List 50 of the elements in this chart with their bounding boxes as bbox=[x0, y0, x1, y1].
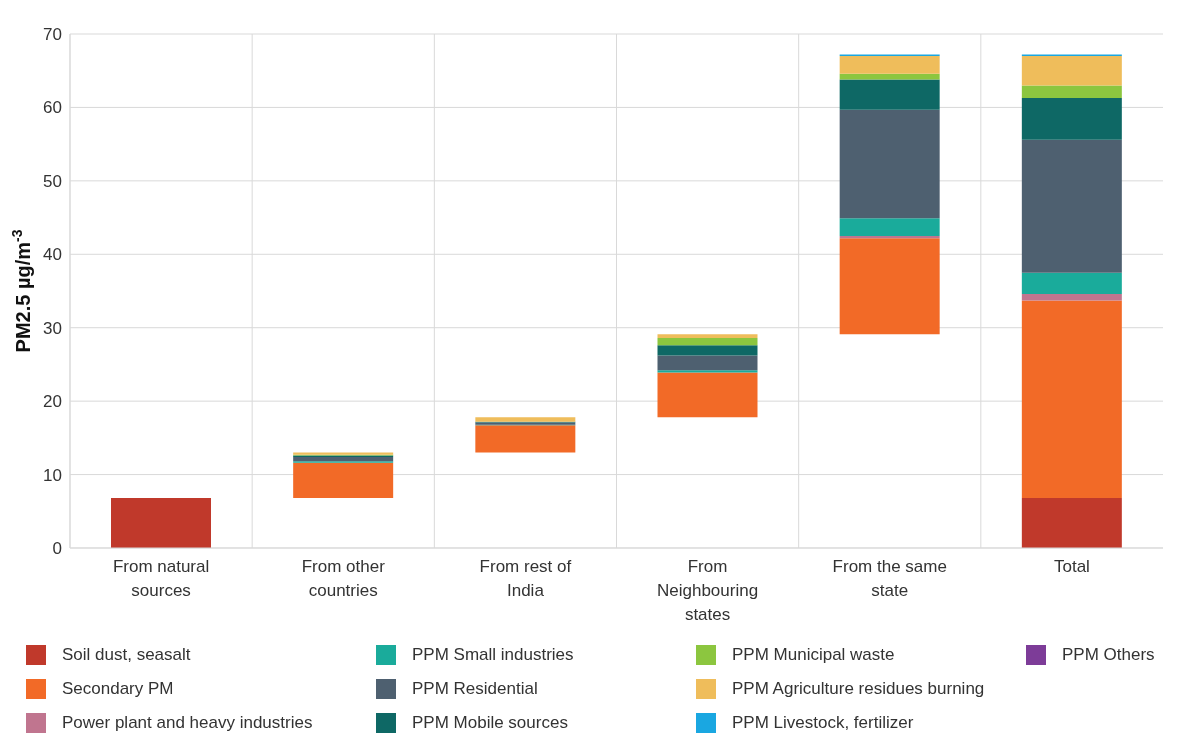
y-tick-label: 50 bbox=[43, 171, 62, 191]
x-tick-label: Total bbox=[1053, 557, 1090, 576]
x-tick-label: From Neighbouring states bbox=[657, 557, 759, 624]
legend-label: PPM Municipal waste bbox=[732, 645, 895, 665]
bar bbox=[475, 417, 576, 422]
bar bbox=[839, 109, 940, 219]
y-tick-label: 70 bbox=[43, 25, 62, 45]
y-tick-label: 0 bbox=[52, 539, 62, 559]
legend-label: Secondary PM bbox=[62, 679, 174, 699]
y-tick-label: 30 bbox=[43, 318, 62, 338]
bar bbox=[839, 235, 940, 239]
y-tick-label: 10 bbox=[43, 465, 62, 485]
bar bbox=[1021, 97, 1122, 140]
bar bbox=[1021, 272, 1122, 294]
legend-label: PPM Livestock, fertilizer bbox=[732, 713, 914, 733]
bar bbox=[657, 370, 758, 373]
legend-label: PPM Agriculture residues burning bbox=[732, 679, 985, 699]
x-tick-label: From the same state bbox=[832, 557, 947, 600]
bar bbox=[839, 238, 940, 335]
bar bbox=[1021, 293, 1122, 301]
y-tick-label: 40 bbox=[43, 245, 62, 265]
x-tick-label: From natural sources bbox=[112, 557, 210, 600]
legend-label: PPM Small industries bbox=[412, 645, 574, 665]
bar bbox=[657, 372, 758, 418]
y-tick-label: 60 bbox=[43, 98, 62, 118]
y-tick-label: 20 bbox=[43, 392, 62, 412]
bar bbox=[657, 345, 758, 356]
legend-label: PPM Others bbox=[1062, 645, 1155, 665]
x-tick-label: From other countries bbox=[301, 557, 386, 600]
bar bbox=[293, 456, 394, 462]
bar bbox=[657, 355, 758, 371]
bar bbox=[839, 56, 940, 74]
legend-label: PPM Residential bbox=[412, 679, 538, 699]
bar bbox=[839, 73, 940, 80]
bar bbox=[111, 498, 211, 548]
bar bbox=[1021, 139, 1122, 273]
legend-label: Power plant and heavy industries bbox=[62, 713, 313, 733]
bar bbox=[293, 462, 394, 499]
bar bbox=[657, 337, 758, 346]
legend-label: PPM Mobile sources bbox=[412, 713, 568, 733]
bar bbox=[1021, 85, 1122, 98]
bar bbox=[657, 334, 758, 338]
bar bbox=[1021, 56, 1122, 86]
bar bbox=[1021, 300, 1122, 499]
bar bbox=[475, 425, 576, 453]
bar bbox=[1021, 498, 1122, 548]
bar bbox=[839, 218, 940, 236]
x-tick-label: From rest of India bbox=[479, 557, 572, 600]
bar bbox=[839, 79, 940, 110]
legend-label: Soil dust, seasalt bbox=[62, 645, 191, 665]
